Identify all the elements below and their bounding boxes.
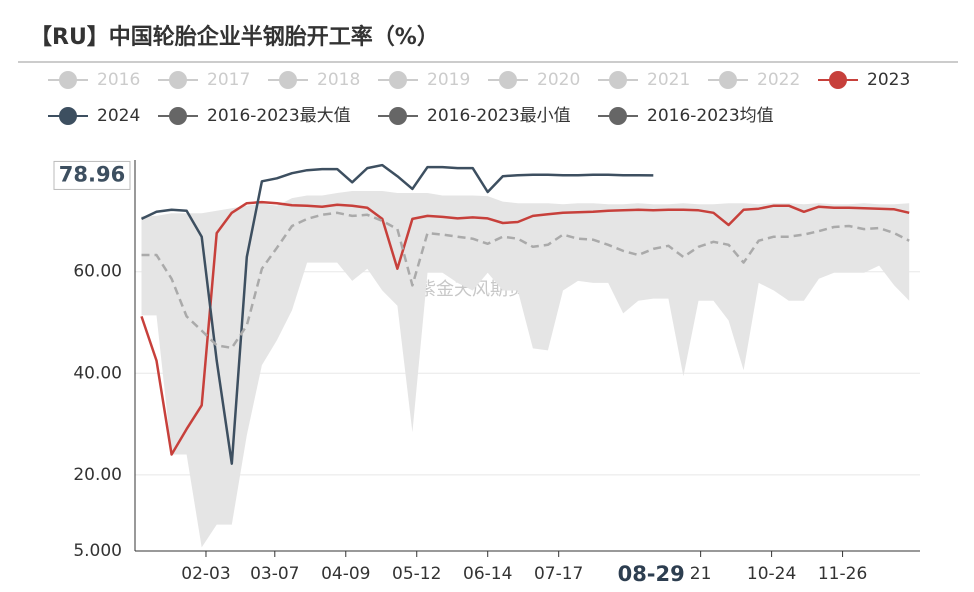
crosshair-x-label: 08-29 (618, 562, 685, 586)
legend-marker (499, 71, 517, 89)
legend-marker (719, 71, 737, 89)
legend-marker (829, 71, 847, 89)
x-tick-label: 03-07 (250, 564, 299, 584)
legend-label: 2016 (97, 70, 140, 90)
x-tick-label: 10-24 (747, 564, 796, 584)
crosshair-y-box (53, 160, 131, 190)
series-line (140, 200, 910, 456)
legend-label: 2018 (317, 70, 360, 90)
crosshair-y-label: 78.96 (59, 162, 125, 186)
legend-label: 2020 (537, 70, 580, 90)
chart-title: 【RU】中国轮胎企业半钢胎开工率（%） (30, 24, 439, 50)
x-tick-label: 05-12 (392, 564, 441, 584)
crosshair-x-box (615, 559, 688, 589)
y-tick-label: 60.00 (73, 262, 122, 282)
range-band (141, 191, 910, 548)
x-tick-label: 06-14 (463, 564, 512, 584)
legend-label: 2016-2023最大值 (207, 106, 351, 126)
legend-label: 2022 (757, 70, 800, 90)
legend-label: 2019 (427, 70, 470, 90)
series-line (141, 211, 910, 350)
legend-marker (59, 107, 77, 125)
x-tick-label: 07-17 (534, 564, 583, 584)
legend-marker (169, 107, 187, 125)
y-tick-label: 5.000 (73, 541, 122, 561)
x-tick-label: 02-03 (181, 564, 230, 584)
legend-marker (609, 107, 627, 125)
legend-label: 2023 (867, 70, 910, 90)
x-tick-label: 04-09 (321, 564, 370, 584)
legend-marker (389, 71, 407, 89)
legend-marker (279, 71, 297, 89)
series-line (140, 163, 654, 465)
legend-label: 2021 (647, 70, 690, 90)
legend-label: 2016-2023最小值 (427, 106, 571, 126)
x-tick-label: 11-26 (818, 564, 867, 584)
legend-marker (389, 107, 407, 125)
legend-label: 2024 (97, 106, 140, 126)
y-tick-label: 40.00 (73, 363, 122, 383)
legend-label: 2016-2023均值 (647, 106, 774, 126)
legend-marker (609, 71, 627, 89)
legend-marker (169, 71, 187, 89)
x-tick-label: 21 (690, 564, 712, 584)
y-tick-label: 20.00 (73, 465, 122, 485)
legend-label: 2017 (207, 70, 250, 90)
legend-marker (59, 71, 77, 89)
